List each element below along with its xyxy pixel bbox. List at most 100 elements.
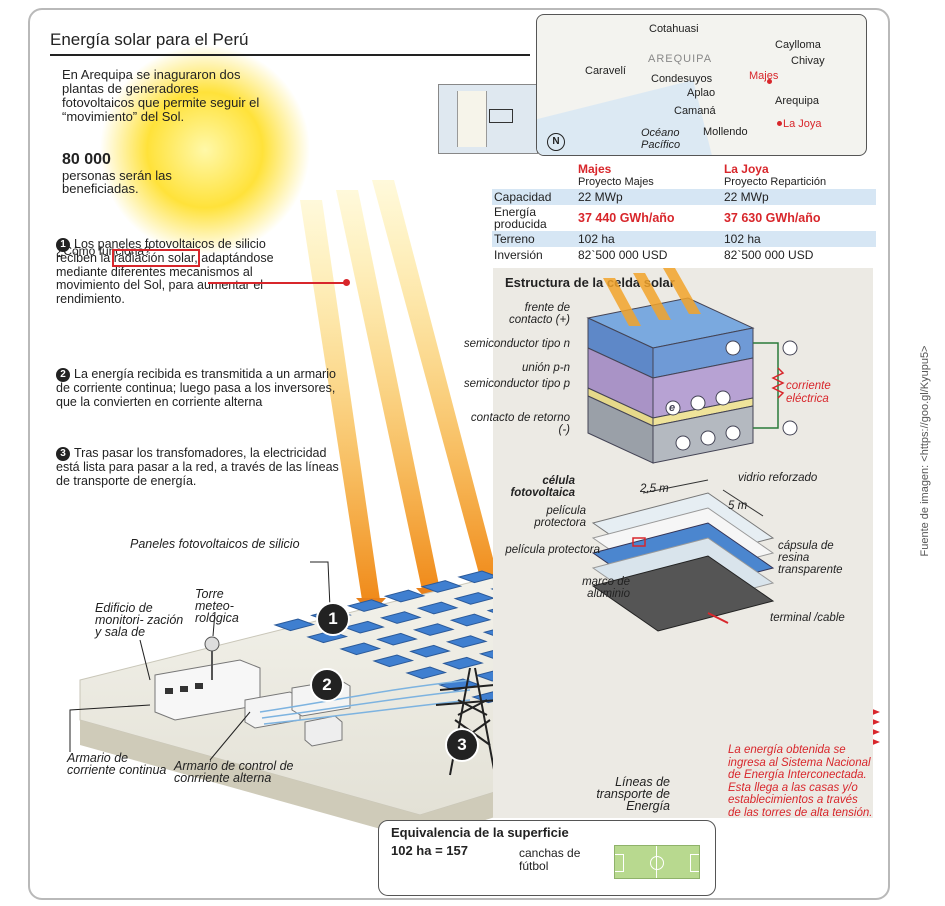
table-cell: 102 ha (578, 232, 615, 246)
plant-marker-1: 1 (316, 602, 350, 636)
cell-structure-diagram (586, 268, 798, 632)
map-place: Arequipa (775, 95, 820, 107)
plant-label-panels: Paneles fotovoltaicos de silicio (130, 537, 300, 551)
page-title: Energía solar para el Perú (50, 30, 249, 49)
plant-ground-edge (80, 680, 860, 840)
map-place: Chivay (791, 55, 825, 67)
module-dimension: 5 m (728, 500, 748, 512)
arequipa-map: Cotahuasi AREQUIPA Caylloma Chivay Carav… (536, 14, 867, 156)
beneficiaries-count: 80 000 (62, 151, 111, 168)
module-part-label: cápsula de resina transparente (778, 540, 843, 576)
solar-panel (420, 580, 463, 593)
solar-panel (416, 601, 459, 615)
table-row: Inversión 82`500 000 USD 82`500 000 USD (492, 247, 876, 263)
plant-marker-3: 3 (445, 728, 479, 762)
electron-symbol: e (669, 402, 676, 414)
map-place: Aplao (687, 87, 716, 99)
solar-panel (412, 623, 455, 636)
module-heading: célula fotovoltaica (510, 475, 575, 499)
equivalence-title: Equivalencia de la superficie (391, 825, 569, 840)
solar-panel (409, 644, 451, 658)
module-part-label: película protectora (505, 544, 600, 556)
table-cell: 102 ha (723, 232, 761, 246)
solar-panel (442, 656, 484, 670)
solar-panel (405, 666, 448, 680)
equivalence-box: Equivalencia de la superficie 102 ha = 1… (378, 820, 716, 896)
table-cell: 22 MWp (578, 190, 623, 204)
cable (259, 679, 471, 713)
table-cell: 37 630 GWh/año (723, 211, 821, 225)
step-text: Los paneles fotovoltaicos de silicio rec… (56, 237, 266, 265)
weather-tower-head (204, 636, 220, 652)
solar-panel (346, 599, 389, 612)
equivalence-unit: canchas de fútbol (519, 846, 581, 873)
step-highlight: radiación solar, (111, 249, 200, 267)
project-comparison-table: Majes Proyecto Majes La Joya Proyecto Repa… (492, 162, 876, 263)
building-window (180, 686, 188, 692)
building-window (165, 688, 173, 694)
table-row-label: Capacidad (494, 190, 552, 204)
cell-layer-label: semiconductor tipo n (463, 338, 570, 350)
table-cell: 22 MWp (723, 190, 769, 204)
map-marker-majes (767, 79, 772, 84)
step-3: 3 Tras pasar los transfomadores, la elect… (56, 446, 346, 488)
solar-panel (372, 654, 415, 668)
sun-ray (372, 180, 500, 585)
peru-inset-map (438, 84, 538, 154)
step-text: adaptándose mediante diferentes mecanism… (56, 251, 274, 306)
plant-label-ac-cabinet: Armario de control de conrriente alterna (174, 759, 294, 785)
cell-layer-label: unión p-n (522, 362, 570, 374)
table-row-label: Inversión (494, 248, 543, 262)
grid-note: La energía obtenida se ingresa al Sistem… (728, 744, 873, 819)
solar-panel (339, 642, 382, 656)
how-it-works-heading: ¿Cómo funciona? (56, 244, 151, 258)
map-marker-la-joya (777, 121, 782, 126)
solar-panel (445, 635, 488, 648)
module-part-label: marco de aluminio (582, 576, 630, 600)
cable (261, 689, 471, 719)
project-name: La Joya (723, 162, 769, 176)
solar-panel (343, 620, 385, 634)
plant-label-building: Edificio de monitori- zación y sala de (95, 601, 184, 639)
plant-label-dc-cabinet: Armario de corriente continua (67, 751, 167, 777)
building-window (195, 683, 203, 689)
table-header-row: Majes Proyecto Majes La Joya Proyecto Repa… (492, 162, 876, 189)
image-source-text: Fuente de imagen: <https://goo.gl/Kyupu5… (919, 345, 931, 557)
solar-panel (383, 589, 426, 603)
cell-layer-label: frente de contacto (+) (508, 302, 570, 326)
table-cell: 37 440 GWh/año (578, 211, 675, 225)
football-field-icon (614, 845, 700, 879)
table-row: Capacidad 22 MWp 22 MWp (492, 189, 876, 205)
table-row-label: Energía producida (494, 205, 547, 231)
cell-layer-label: contacto de retorno (-) (470, 412, 570, 436)
project-name: Majes (578, 162, 612, 176)
step-2: 2 La energía recibida es transmitida a un… (56, 367, 346, 409)
table-row: Energía producida 37 440 GWh/año 37 630 … (492, 205, 876, 231)
table-cell: 82`500 000 USD (723, 248, 814, 262)
solar-panel (379, 611, 422, 624)
transformer-box (304, 715, 343, 747)
table-row-label: Terreno (494, 232, 535, 246)
highlight-pointer (208, 282, 346, 284)
intro-text: En Arequipa se inaguraron dos plantas de… (62, 67, 260, 124)
title-underline (50, 54, 530, 56)
step-1: 1 Los paneles fotovoltaicos de silicio re… (56, 237, 286, 306)
sun (100, 45, 310, 255)
sun-ray (300, 200, 380, 600)
map-place: Camaná (674, 105, 716, 117)
table-cell: 82`500 000 USD (578, 248, 668, 262)
equivalence-value: 102 ha = 157 (391, 843, 468, 858)
map-place-highlighted: La Joya (783, 118, 822, 130)
step-text: Tras pasar los transfomadores, la electr… (56, 446, 339, 488)
map-place: Caylloma (775, 39, 821, 51)
map-place: Condesuyos (651, 73, 713, 85)
module-part-label: terminal /cable (770, 612, 845, 624)
map-region-label: AREQUIPA (648, 53, 713, 65)
solar-panel (449, 613, 492, 627)
project-subtitle: Proyecto Repartición (723, 176, 827, 188)
solar-panel (376, 632, 418, 646)
module-dimension: 2,5 m (640, 483, 669, 495)
cell-structure-heading: Estructura de la celda solar (505, 275, 675, 290)
map-ocean-label: Océano Pacífico (641, 127, 681, 151)
map-place-highlighted: Majes (749, 70, 779, 82)
